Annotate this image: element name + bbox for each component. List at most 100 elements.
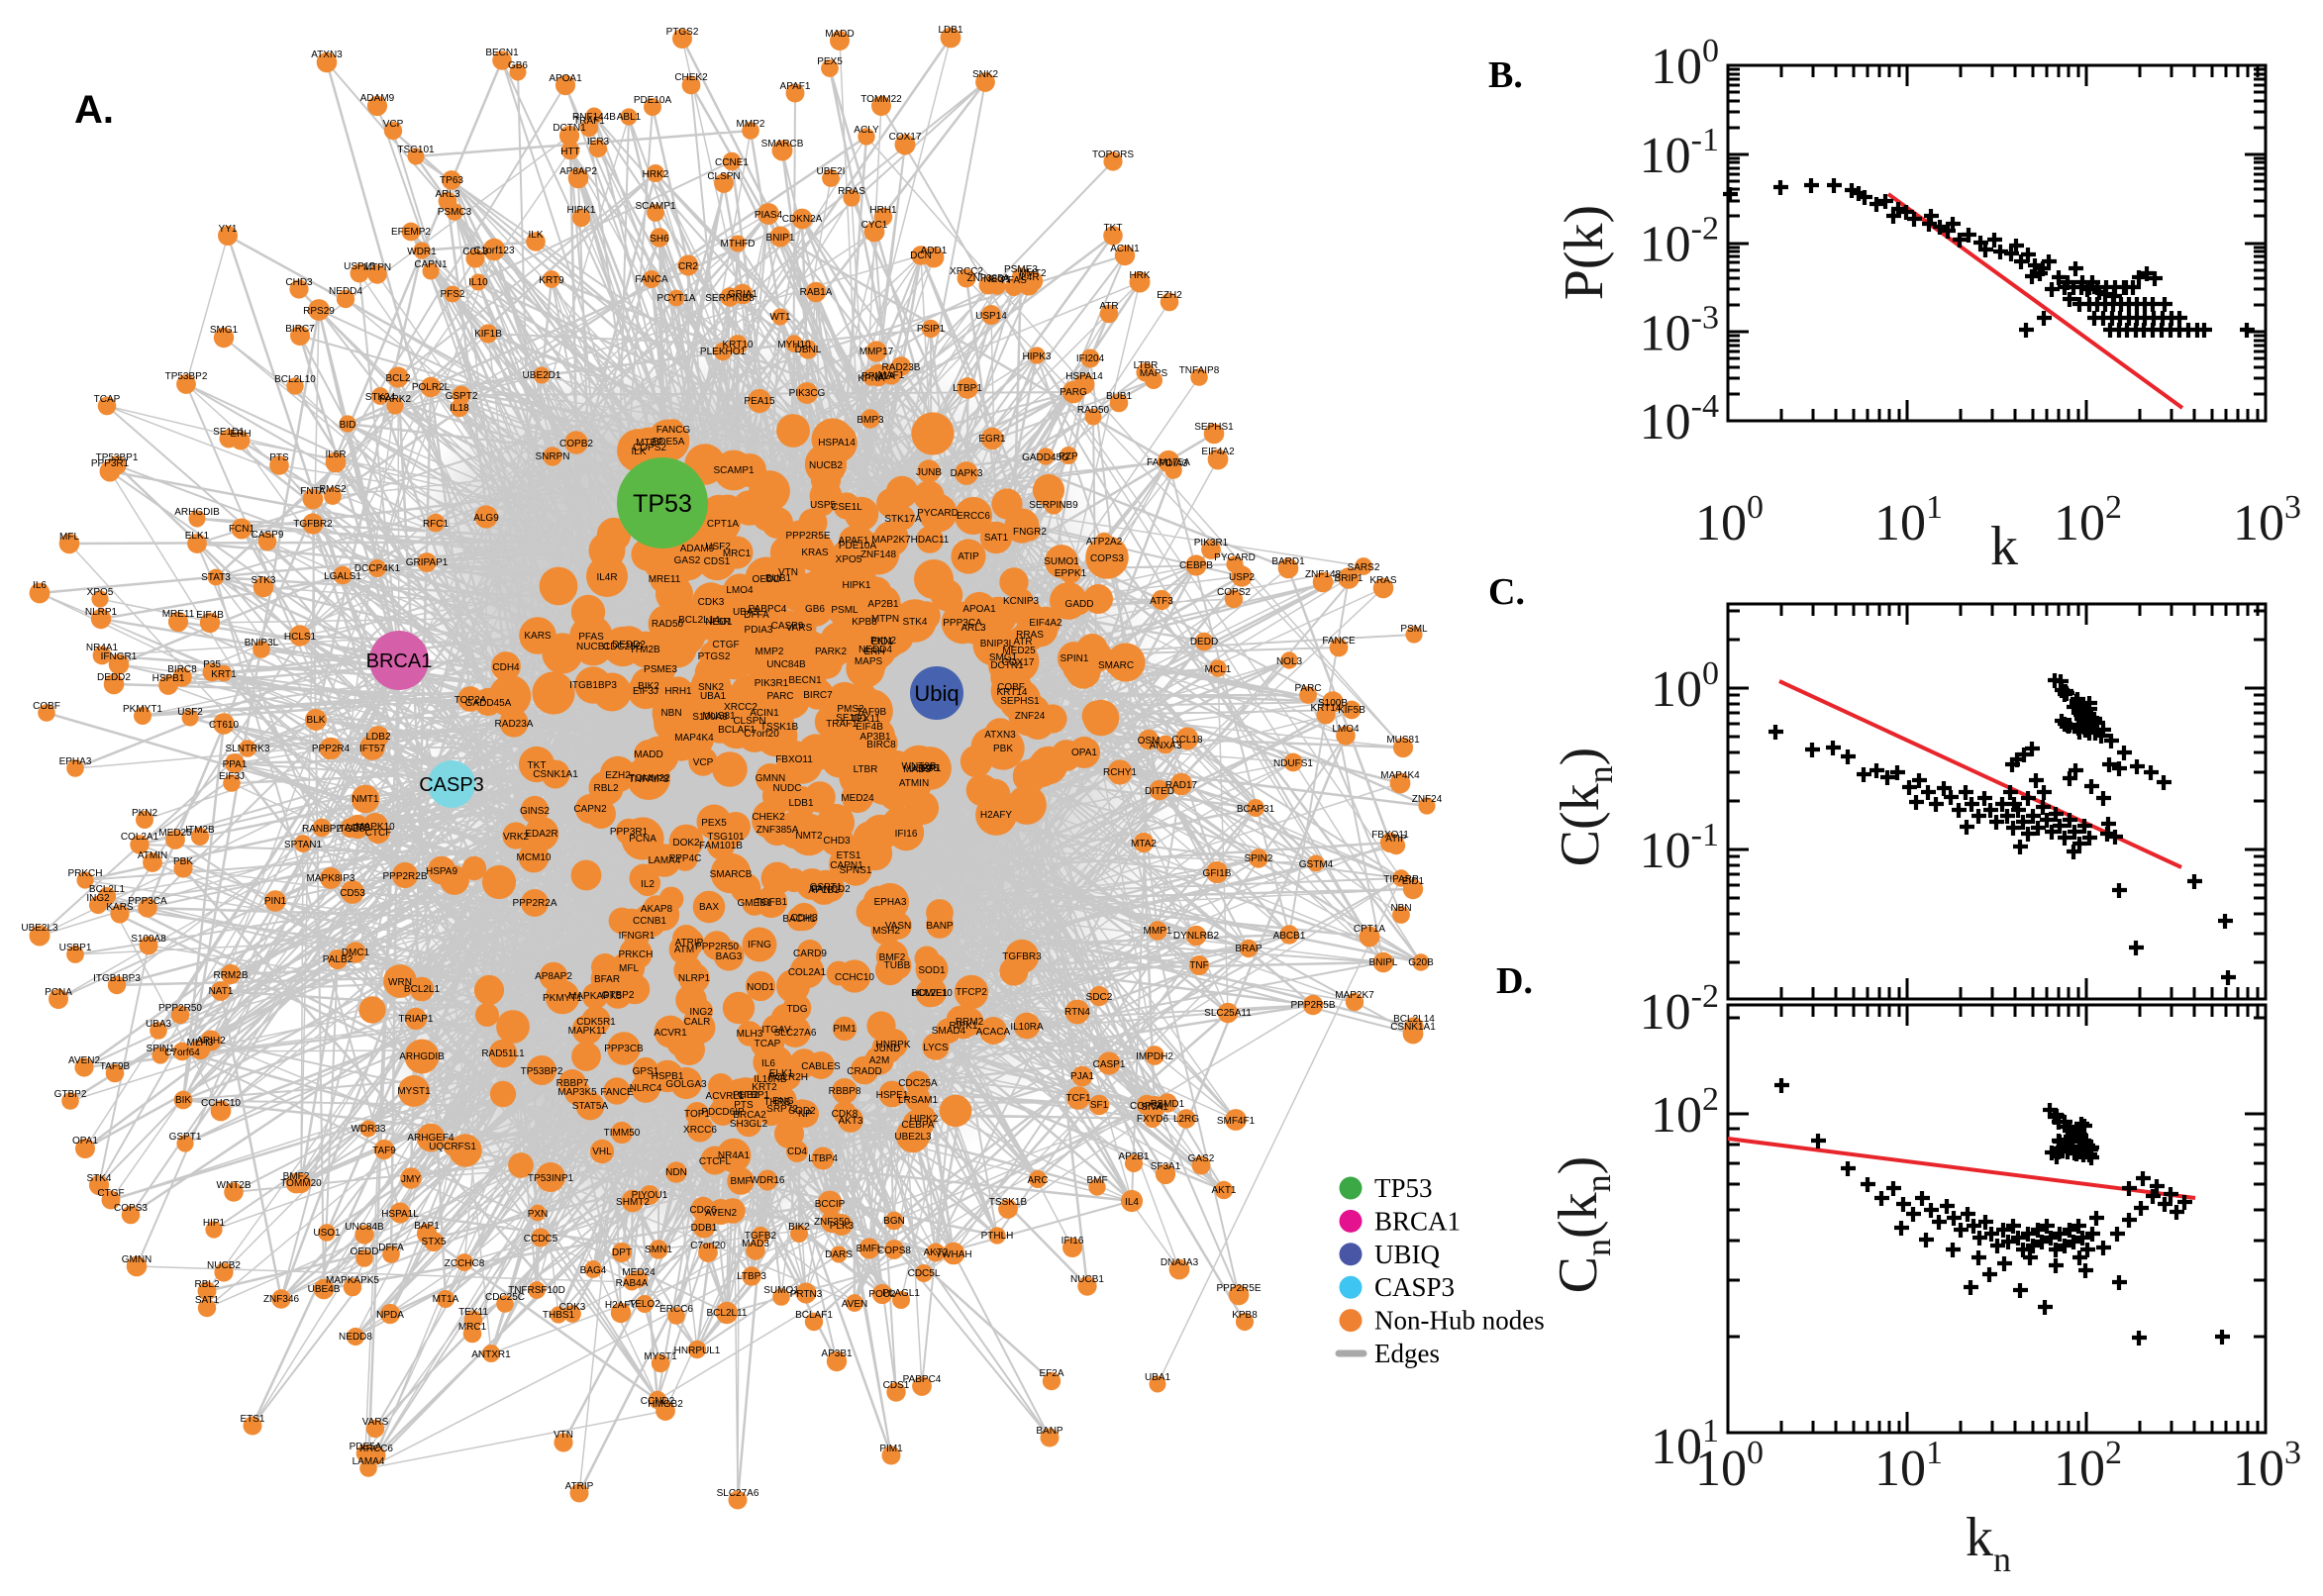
svg-text:SPTAN1: SPTAN1: [284, 840, 323, 850]
svg-text:PPA1: PPA1: [223, 759, 248, 770]
svg-text:ARHGDIB: ARHGDIB: [399, 1051, 445, 1062]
svg-text:NEO1: NEO1: [705, 617, 733, 628]
svg-text:APOA1: APOA1: [549, 73, 582, 84]
svg-text:CAPN2: CAPN2: [573, 804, 607, 815]
svg-text:CTGF: CTGF: [712, 640, 739, 650]
svg-text:SPIN2: SPIN2: [1245, 853, 1273, 864]
svg-text:CHD3: CHD3: [823, 836, 851, 847]
svg-text:BANP: BANP: [1036, 1426, 1063, 1437]
svg-text:MTPN: MTPN: [363, 262, 391, 273]
svg-text:GINS2: GINS2: [520, 806, 550, 817]
svg-text:DNAJA3: DNAJA3: [1161, 1257, 1199, 1268]
svg-text:TNFRSF10D: TNFRSF10D: [508, 1285, 565, 1296]
svg-text:VCP: VCP: [693, 757, 714, 768]
svg-text:LTBR: LTBR: [1134, 360, 1159, 371]
svg-text:NUCB2: NUCB2: [207, 1260, 241, 1271]
svg-text:PSME3: PSME3: [1004, 264, 1038, 275]
svg-text:HSPA1L: HSPA1L: [381, 1209, 419, 1220]
svg-text:IL2: IL2: [641, 879, 655, 890]
svg-text:NUCB1: NUCB1: [576, 642, 610, 652]
svg-text:PDE5A: PDE5A: [350, 1442, 382, 1452]
svg-text:PPP2R50: PPP2R50: [695, 942, 739, 952]
svg-text:KARS: KARS: [106, 902, 134, 913]
svg-text:PZP: PZP: [1059, 451, 1078, 462]
svg-text:CAPN1: CAPN1: [830, 860, 863, 871]
svg-text:MAPK11: MAPK11: [568, 1026, 607, 1037]
svg-text:CCNB1: CCNB1: [633, 916, 666, 927]
svg-text:MED25: MED25: [158, 828, 192, 839]
svg-text:MUS81: MUS81: [1386, 735, 1420, 746]
svg-text:IFI204: IFI204: [1076, 353, 1105, 364]
svg-text:USF2: USF2: [177, 707, 203, 718]
svg-text:KRT1: KRT1: [211, 669, 237, 680]
svg-text:WDR33: WDR33: [351, 1124, 385, 1135]
svg-text:MLH3: MLH3: [737, 1029, 763, 1040]
svg-text:ATRIP: ATRIP: [675, 938, 704, 948]
svg-text:PDE10A: PDE10A: [839, 541, 877, 551]
svg-text:TSSK1B: TSSK1B: [760, 722, 799, 733]
svg-text:BLK: BLK: [307, 715, 326, 726]
svg-text:CPT1A: CPT1A: [707, 519, 740, 530]
svg-text:IFT57: IFT57: [359, 744, 386, 754]
svg-text:MT1A: MT1A: [433, 1294, 459, 1305]
svg-text:APOA1: APOA1: [962, 604, 996, 615]
svg-text:DYNLRB2: DYNLRB2: [1173, 931, 1220, 942]
svg-text:SNRPN: SNRPN: [535, 451, 569, 462]
svg-text:IL4R: IL4R: [1018, 272, 1039, 283]
svg-text:UBA3: UBA3: [733, 607, 759, 618]
svg-text:PIYOU1: PIYOU1: [632, 1190, 668, 1201]
svg-text:ARC: ARC: [1027, 1175, 1048, 1186]
svg-text:PSMD1: PSMD1: [1151, 1099, 1185, 1110]
svg-text:CDKN2A: CDKN2A: [782, 214, 823, 225]
svg-text:MAPS: MAPS: [855, 656, 883, 667]
svg-text:AKT3: AKT3: [838, 1116, 862, 1127]
svg-text:HSPB1: HSPB1: [652, 1071, 684, 1082]
svg-text:TELO2: TELO2: [629, 1299, 660, 1310]
svg-text:MYST1: MYST1: [397, 1086, 431, 1097]
svg-text:Edges: Edges: [1374, 1339, 1440, 1368]
svg-text:BANP: BANP: [926, 921, 954, 932]
svg-text:GB6: GB6: [805, 604, 825, 615]
svg-text:PIAS4: PIAS4: [755, 210, 783, 221]
svg-text:PABPC4: PABPC4: [903, 1374, 942, 1385]
svg-text:BMF2: BMF2: [283, 1171, 310, 1182]
svg-text:KPB8: KPB8: [1232, 1310, 1258, 1321]
svg-text:NOL3: NOL3: [1276, 656, 1303, 667]
svg-text:PLEKHO1: PLEKHO1: [700, 347, 747, 357]
svg-text:PSME3: PSME3: [644, 664, 677, 675]
svg-text:TIMM50: TIMM50: [604, 1128, 641, 1139]
svg-text:CASP9: CASP9: [771, 621, 804, 632]
svg-text:STAT5A: STAT5A: [572, 1101, 609, 1112]
svg-text:BRCA2: BRCA2: [733, 1110, 766, 1121]
svg-text:FANCG: FANCG: [656, 425, 691, 436]
svg-text:MED25: MED25: [1002, 646, 1036, 656]
svg-text:TOMM22: TOMM22: [629, 773, 670, 784]
svg-text:COL2A1: COL2A1: [121, 832, 159, 843]
svg-text:PFAS: PFAS: [1001, 275, 1027, 286]
svg-text:BID: BID: [340, 420, 356, 431]
svg-text:FBXO11: FBXO11: [1371, 830, 1409, 841]
svg-text:SARS2: SARS2: [1348, 562, 1380, 573]
svg-text:PPP3R1: PPP3R1: [91, 458, 130, 469]
svg-text:TOPORS: TOPORS: [1092, 150, 1134, 160]
svg-text:C7orf20: C7orf20: [690, 1241, 726, 1251]
svg-text:PTGS2: PTGS2: [698, 651, 731, 662]
svg-text:NLRP1: NLRP1: [678, 973, 711, 984]
svg-text:SLC27A6: SLC27A6: [774, 1028, 817, 1039]
svg-text:TP53BP2: TP53BP2: [521, 1066, 563, 1077]
svg-text:AVEN: AVEN: [842, 1299, 868, 1310]
svg-text:BMP3: BMP3: [857, 415, 884, 426]
svg-text:XRCC2: XRCC2: [950, 266, 983, 277]
svg-text:CRADD: CRADD: [847, 1066, 882, 1077]
svg-text:LGALS1: LGALS1: [324, 571, 361, 582]
svg-text:IFNGR1: IFNGR1: [101, 651, 138, 662]
svg-text:RBBP8: RBBP8: [829, 1086, 861, 1097]
svg-text:RBL2: RBL2: [194, 1279, 219, 1290]
svg-text:ACIN1: ACIN1: [1110, 244, 1140, 254]
svg-text:SMARC: SMARC: [1098, 660, 1134, 671]
svg-text:LTBP1: LTBP1: [953, 383, 982, 394]
svg-text:RTN4: RTN4: [1064, 1007, 1090, 1018]
svg-text:TGFB2: TGFB2: [745, 1231, 777, 1242]
svg-text:MUS81: MUS81: [702, 711, 736, 722]
svg-text:LTBP4: LTBP4: [808, 1153, 838, 1164]
